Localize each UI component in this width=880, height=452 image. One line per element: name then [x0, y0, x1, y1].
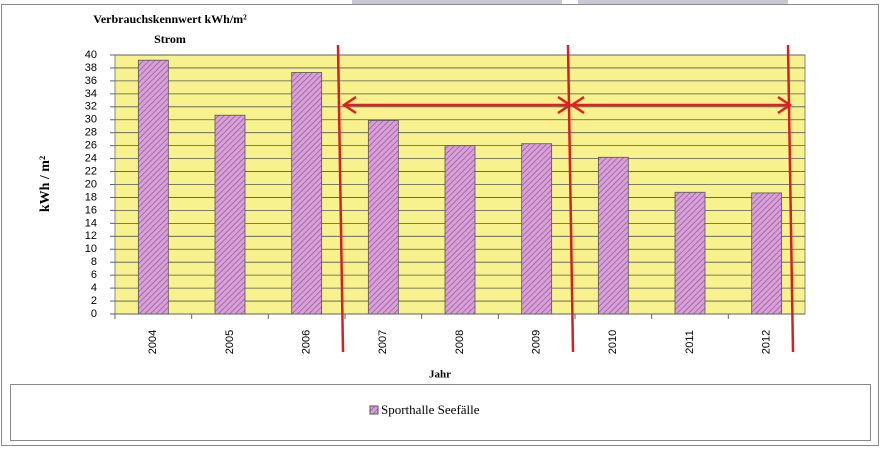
y-tick-label: 22 — [85, 165, 97, 177]
divider-line — [336, 44, 345, 353]
y-tick-label: 32 — [85, 101, 97, 113]
arrow-head — [341, 95, 357, 115]
bar — [521, 143, 553, 315]
y-tick-label: 6 — [91, 269, 97, 281]
x-tick-label: 2008 — [454, 330, 466, 354]
y-tick-label: 20 — [85, 178, 97, 190]
x-tick-label: 2009 — [531, 330, 543, 354]
y-tick-label: 16 — [85, 204, 97, 216]
x-tick-label: 2005 — [224, 330, 236, 354]
bar — [137, 59, 169, 315]
y-tick-label: 2 — [91, 295, 97, 307]
y-tick-label: 12 — [85, 230, 97, 242]
x-tick-label: 2011 — [684, 330, 696, 354]
bar — [291, 72, 323, 315]
x-tick-label: 2010 — [607, 330, 619, 354]
x-axis-label: Jahr — [429, 369, 451, 381]
y-tick-label: 4 — [91, 282, 97, 294]
y-tick-label: 40 — [85, 49, 97, 61]
tab — [352, 0, 562, 5]
y-tick-label: 36 — [85, 75, 97, 87]
y-tick-label: 24 — [85, 153, 97, 165]
x-tick-label: 2006 — [301, 330, 313, 354]
annotations — [336, 44, 795, 353]
bar — [444, 145, 476, 315]
y-tick-label: 38 — [85, 62, 97, 74]
legend-swatch — [369, 405, 379, 415]
y-tick-label: 18 — [85, 191, 97, 203]
divider-line — [566, 44, 575, 353]
y-tick-label: 10 — [85, 243, 97, 255]
x-tick-label: 2004 — [147, 330, 159, 354]
chart-title: Verbrauchskennwert kWh/m² — [93, 12, 247, 26]
y-tick-label: 34 — [85, 88, 97, 100]
y-tick-label: 8 — [91, 256, 97, 268]
legend — [10, 384, 871, 441]
legend-label: Sporthalle Seefälle — [381, 402, 480, 417]
y-axis-label: kWh / m² — [38, 156, 53, 212]
bar — [214, 114, 246, 315]
y-tick-label: 0 — [91, 308, 97, 320]
chart-subtitle: Strom — [154, 32, 186, 46]
bar — [597, 156, 629, 315]
y-tick-label: 26 — [85, 140, 97, 152]
bar — [367, 119, 399, 315]
y-tick-label: 28 — [85, 127, 97, 139]
arrow-head — [777, 95, 793, 115]
x-tick-label: 2012 — [761, 330, 773, 354]
divider-line — [786, 44, 795, 353]
bar — [751, 192, 783, 315]
x-tick-label: 2007 — [377, 330, 389, 354]
y-tick-label: 14 — [85, 217, 97, 229]
arrow-head — [569, 95, 585, 115]
bar — [674, 191, 706, 315]
tab — [578, 0, 788, 5]
y-tick-label: 30 — [85, 114, 97, 126]
